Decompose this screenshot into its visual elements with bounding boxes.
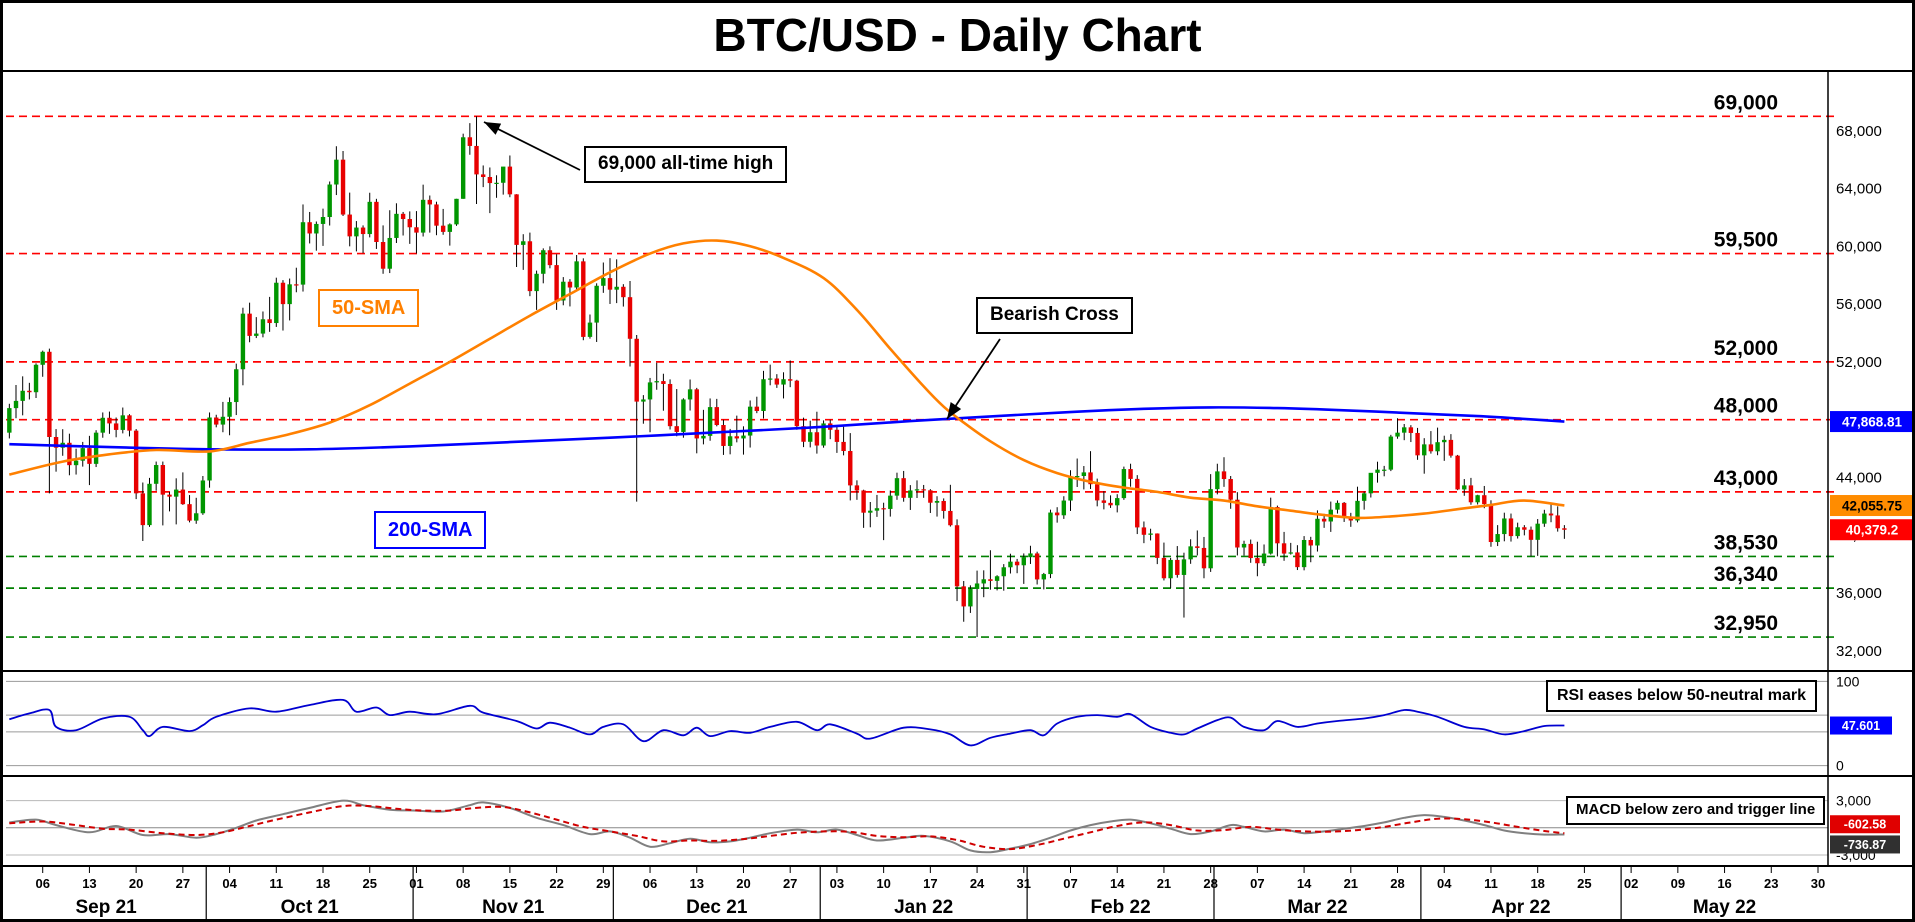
svg-text:32,000: 32,000 bbox=[1836, 643, 1882, 660]
svg-text:21: 21 bbox=[1157, 876, 1171, 891]
svg-text:36,340: 36,340 bbox=[1714, 563, 1778, 586]
axis-badge: 42,055.75 bbox=[1830, 495, 1914, 517]
svg-text:59,500: 59,500 bbox=[1714, 229, 1778, 252]
svg-text:07: 07 bbox=[1063, 876, 1077, 891]
svg-text:28: 28 bbox=[1390, 876, 1404, 891]
svg-text:25: 25 bbox=[1577, 876, 1591, 891]
label-200-sma: 200-SMA bbox=[374, 511, 487, 549]
svg-text:Mar 22: Mar 22 bbox=[1287, 897, 1347, 918]
svg-text:Oct 21: Oct 21 bbox=[281, 897, 340, 918]
svg-text:43,000: 43,000 bbox=[1714, 467, 1778, 490]
svg-text:29: 29 bbox=[596, 876, 610, 891]
axis-badge: -736.87 bbox=[1830, 835, 1900, 854]
axis-badge: 47.601 bbox=[1830, 716, 1892, 735]
svg-text:23: 23 bbox=[1764, 876, 1778, 891]
rsi-panel: 10050047.601 bbox=[6, 673, 1892, 774]
axis-badge: 40,379.2 bbox=[1830, 519, 1914, 541]
svg-text:22: 22 bbox=[549, 876, 563, 891]
svg-text:Jan 22: Jan 22 bbox=[894, 897, 953, 918]
svg-text:42,055.75: 42,055.75 bbox=[1842, 498, 1903, 513]
annotation-arrows bbox=[483, 121, 1001, 420]
svg-text:38,530: 38,530 bbox=[1714, 531, 1778, 554]
svg-text:60,000: 60,000 bbox=[1836, 238, 1882, 255]
svg-text:47.601: 47.601 bbox=[1842, 719, 1880, 733]
svg-text:-602.58: -602.58 bbox=[1844, 818, 1886, 832]
svg-text:25: 25 bbox=[362, 876, 376, 891]
svg-text:47,868.81: 47,868.81 bbox=[1842, 414, 1903, 429]
svg-text:04: 04 bbox=[222, 876, 237, 891]
svg-text:06: 06 bbox=[35, 876, 49, 891]
sma50-line bbox=[8, 239, 1565, 520]
svg-text:64,000: 64,000 bbox=[1836, 181, 1882, 198]
label-50-sma: 50-SMA bbox=[318, 289, 420, 327]
svg-text:30: 30 bbox=[1811, 876, 1825, 891]
axis-badge: 47,868.81 bbox=[1830, 411, 1914, 433]
svg-text:06: 06 bbox=[643, 876, 657, 891]
axis-badge: -602.58 bbox=[1830, 815, 1900, 834]
svg-text:01: 01 bbox=[409, 876, 423, 891]
x-axis: 06 13 20 27 04 11 18 25 01 08 15 22 29 06 13 20 27 03 10 17… bbox=[35, 867, 1825, 919]
svg-text:56,000: 56,000 bbox=[1836, 296, 1882, 313]
svg-text:16: 16 bbox=[1717, 876, 1731, 891]
svg-text:52,000: 52,000 bbox=[1714, 337, 1778, 360]
svg-text:40,379.2: 40,379.2 bbox=[1846, 523, 1899, 538]
svg-text:04: 04 bbox=[1437, 876, 1452, 891]
price-levels: 69,000 59,500 52,000 48,000 43,000 38,530 36,3… bbox=[6, 91, 1834, 638]
svg-text:68,000: 68,000 bbox=[1836, 123, 1882, 140]
svg-text:14: 14 bbox=[1110, 876, 1125, 891]
price-axis: 68,00064,00060,00056,00052,00048,00044,0… bbox=[1836, 123, 1882, 660]
svg-text:44,000: 44,000 bbox=[1836, 469, 1882, 486]
chart-title: BTC/USD - Daily Chart bbox=[713, 9, 1202, 61]
svg-text:18: 18 bbox=[1530, 876, 1544, 891]
svg-text:3,000: 3,000 bbox=[1836, 793, 1871, 809]
svg-text:10: 10 bbox=[876, 876, 890, 891]
svg-text:17: 17 bbox=[923, 876, 937, 891]
svg-text:27: 27 bbox=[783, 876, 797, 891]
svg-text:0: 0 bbox=[1836, 758, 1844, 774]
macd-panel: 3,000-3,000-602.58-736.87 bbox=[6, 793, 1900, 863]
svg-text:08: 08 bbox=[456, 876, 470, 891]
svg-text:52,000: 52,000 bbox=[1836, 354, 1882, 371]
svg-text:Nov 21: Nov 21 bbox=[482, 897, 545, 918]
annotation-rsi-note: RSI eases below 50-neutral mark bbox=[1546, 680, 1817, 712]
svg-text:48,000: 48,000 bbox=[1714, 395, 1778, 418]
svg-text:09: 09 bbox=[1671, 876, 1685, 891]
annotation-all-time-high: 69,000 all-time high bbox=[584, 146, 788, 183]
svg-text:Apr 22: Apr 22 bbox=[1491, 897, 1550, 918]
svg-text:11: 11 bbox=[269, 876, 283, 891]
svg-text:14: 14 bbox=[1297, 876, 1312, 891]
svg-text:21: 21 bbox=[1344, 876, 1358, 891]
svg-text:20: 20 bbox=[736, 876, 750, 891]
svg-text:36,000: 36,000 bbox=[1836, 585, 1882, 602]
annotation-bearish-cross: Bearish Cross bbox=[976, 297, 1133, 334]
svg-text:18: 18 bbox=[316, 876, 330, 891]
svg-text:May 22: May 22 bbox=[1693, 897, 1756, 918]
candlesticks bbox=[7, 116, 1567, 638]
sma200-line bbox=[9, 406, 1565, 451]
svg-text:69,000: 69,000 bbox=[1714, 91, 1778, 114]
svg-text:02: 02 bbox=[1624, 876, 1638, 891]
svg-text:15: 15 bbox=[503, 876, 517, 891]
svg-text:27: 27 bbox=[176, 876, 190, 891]
svg-text:28: 28 bbox=[1203, 876, 1217, 891]
svg-text:31: 31 bbox=[1017, 876, 1031, 891]
svg-text:Dec 21: Dec 21 bbox=[686, 897, 748, 918]
svg-text:07: 07 bbox=[1250, 876, 1264, 891]
svg-text:-736.87: -736.87 bbox=[1844, 838, 1886, 852]
price-badges: 47,868.81 42,055.75 40,379.2 bbox=[1830, 411, 1914, 541]
svg-text:03: 03 bbox=[830, 876, 844, 891]
svg-text:24: 24 bbox=[970, 876, 985, 891]
svg-text:Sep 21: Sep 21 bbox=[75, 897, 137, 918]
svg-text:20: 20 bbox=[129, 876, 143, 891]
annotation-macd-note: MACD below zero and trigger line bbox=[1566, 796, 1826, 825]
svg-text:13: 13 bbox=[690, 876, 704, 891]
svg-text:100: 100 bbox=[1836, 673, 1860, 689]
svg-text:13: 13 bbox=[82, 876, 96, 891]
svg-text:11: 11 bbox=[1484, 876, 1498, 891]
svg-text:32,950: 32,950 bbox=[1714, 612, 1778, 635]
svg-text:Feb 22: Feb 22 bbox=[1090, 897, 1150, 918]
